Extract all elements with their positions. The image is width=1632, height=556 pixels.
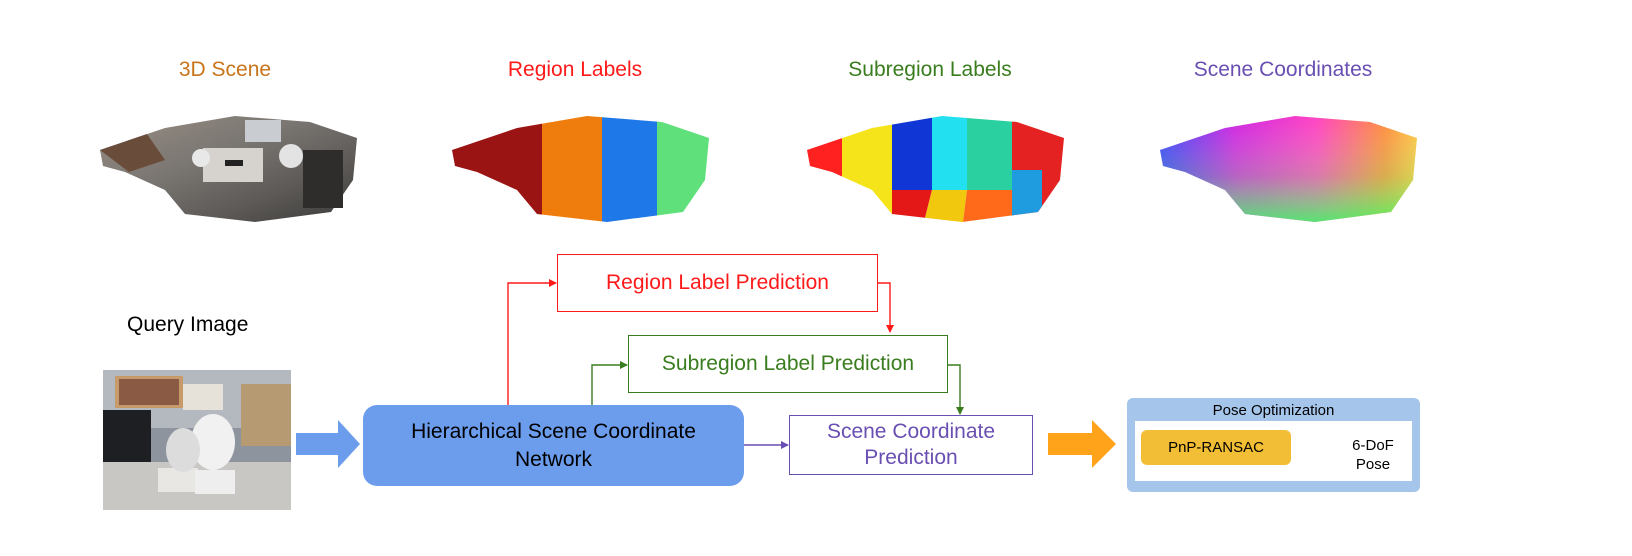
six-dof-line1: 6-DoF bbox=[1352, 437, 1394, 454]
network-to-subregion-line bbox=[591, 361, 628, 405]
hierarchical-network-box: Hierarchical Scene Coordinate Network bbox=[363, 405, 744, 486]
scene-coordinate-prediction-box: Scene Coordinate Prediction bbox=[789, 415, 1033, 475]
region-to-coord-line bbox=[878, 282, 894, 333]
six-dof-line2: Pose bbox=[1355, 455, 1391, 473]
six-dof-pose-output: 6-DoF Pose bbox=[1344, 437, 1402, 475]
region-label-prediction-text: Region Label Prediction bbox=[606, 270, 829, 294]
scene-point-cloud-image bbox=[100, 116, 357, 222]
query-to-network-arrow bbox=[296, 420, 360, 468]
subregion-label-prediction-box: Subregion Label Prediction bbox=[628, 335, 948, 393]
pnp-ransac-label: PnP-RANSAC bbox=[1168, 439, 1264, 456]
network-label-line2: Network bbox=[514, 447, 593, 471]
header-subregion-labels: Subregion Labels bbox=[848, 58, 1012, 81]
subregion-labels-image bbox=[807, 116, 1064, 222]
header-scene-coordinates: Scene Coordinates bbox=[1193, 58, 1373, 81]
coord-to-pose-arrow bbox=[1048, 420, 1116, 468]
coord-label-line2: Prediction bbox=[864, 446, 958, 469]
scene-coordinates-image bbox=[1160, 116, 1417, 222]
subregion-label-prediction-text: Subregion Label Prediction bbox=[661, 351, 915, 375]
network-to-region-line bbox=[507, 279, 557, 405]
network-label-line1: Hierarchical Scene Coordinate bbox=[411, 420, 696, 444]
coord-label-line1: Scene Coordinate bbox=[826, 419, 996, 443]
pnp-ransac-box: PnP-RANSAC bbox=[1141, 430, 1291, 465]
subregion-to-coord-line bbox=[948, 364, 964, 415]
region-label-prediction-box: Region Label Prediction bbox=[557, 254, 878, 312]
header-region-labels: Region Labels bbox=[507, 58, 643, 81]
region-labels-image bbox=[452, 116, 709, 222]
query-image-label: Query Image bbox=[127, 313, 249, 336]
pose-optimization-title: Pose Optimization bbox=[1212, 402, 1335, 419]
header-3d-scene: 3D Scene bbox=[178, 58, 272, 81]
query-image-photo bbox=[103, 370, 291, 510]
